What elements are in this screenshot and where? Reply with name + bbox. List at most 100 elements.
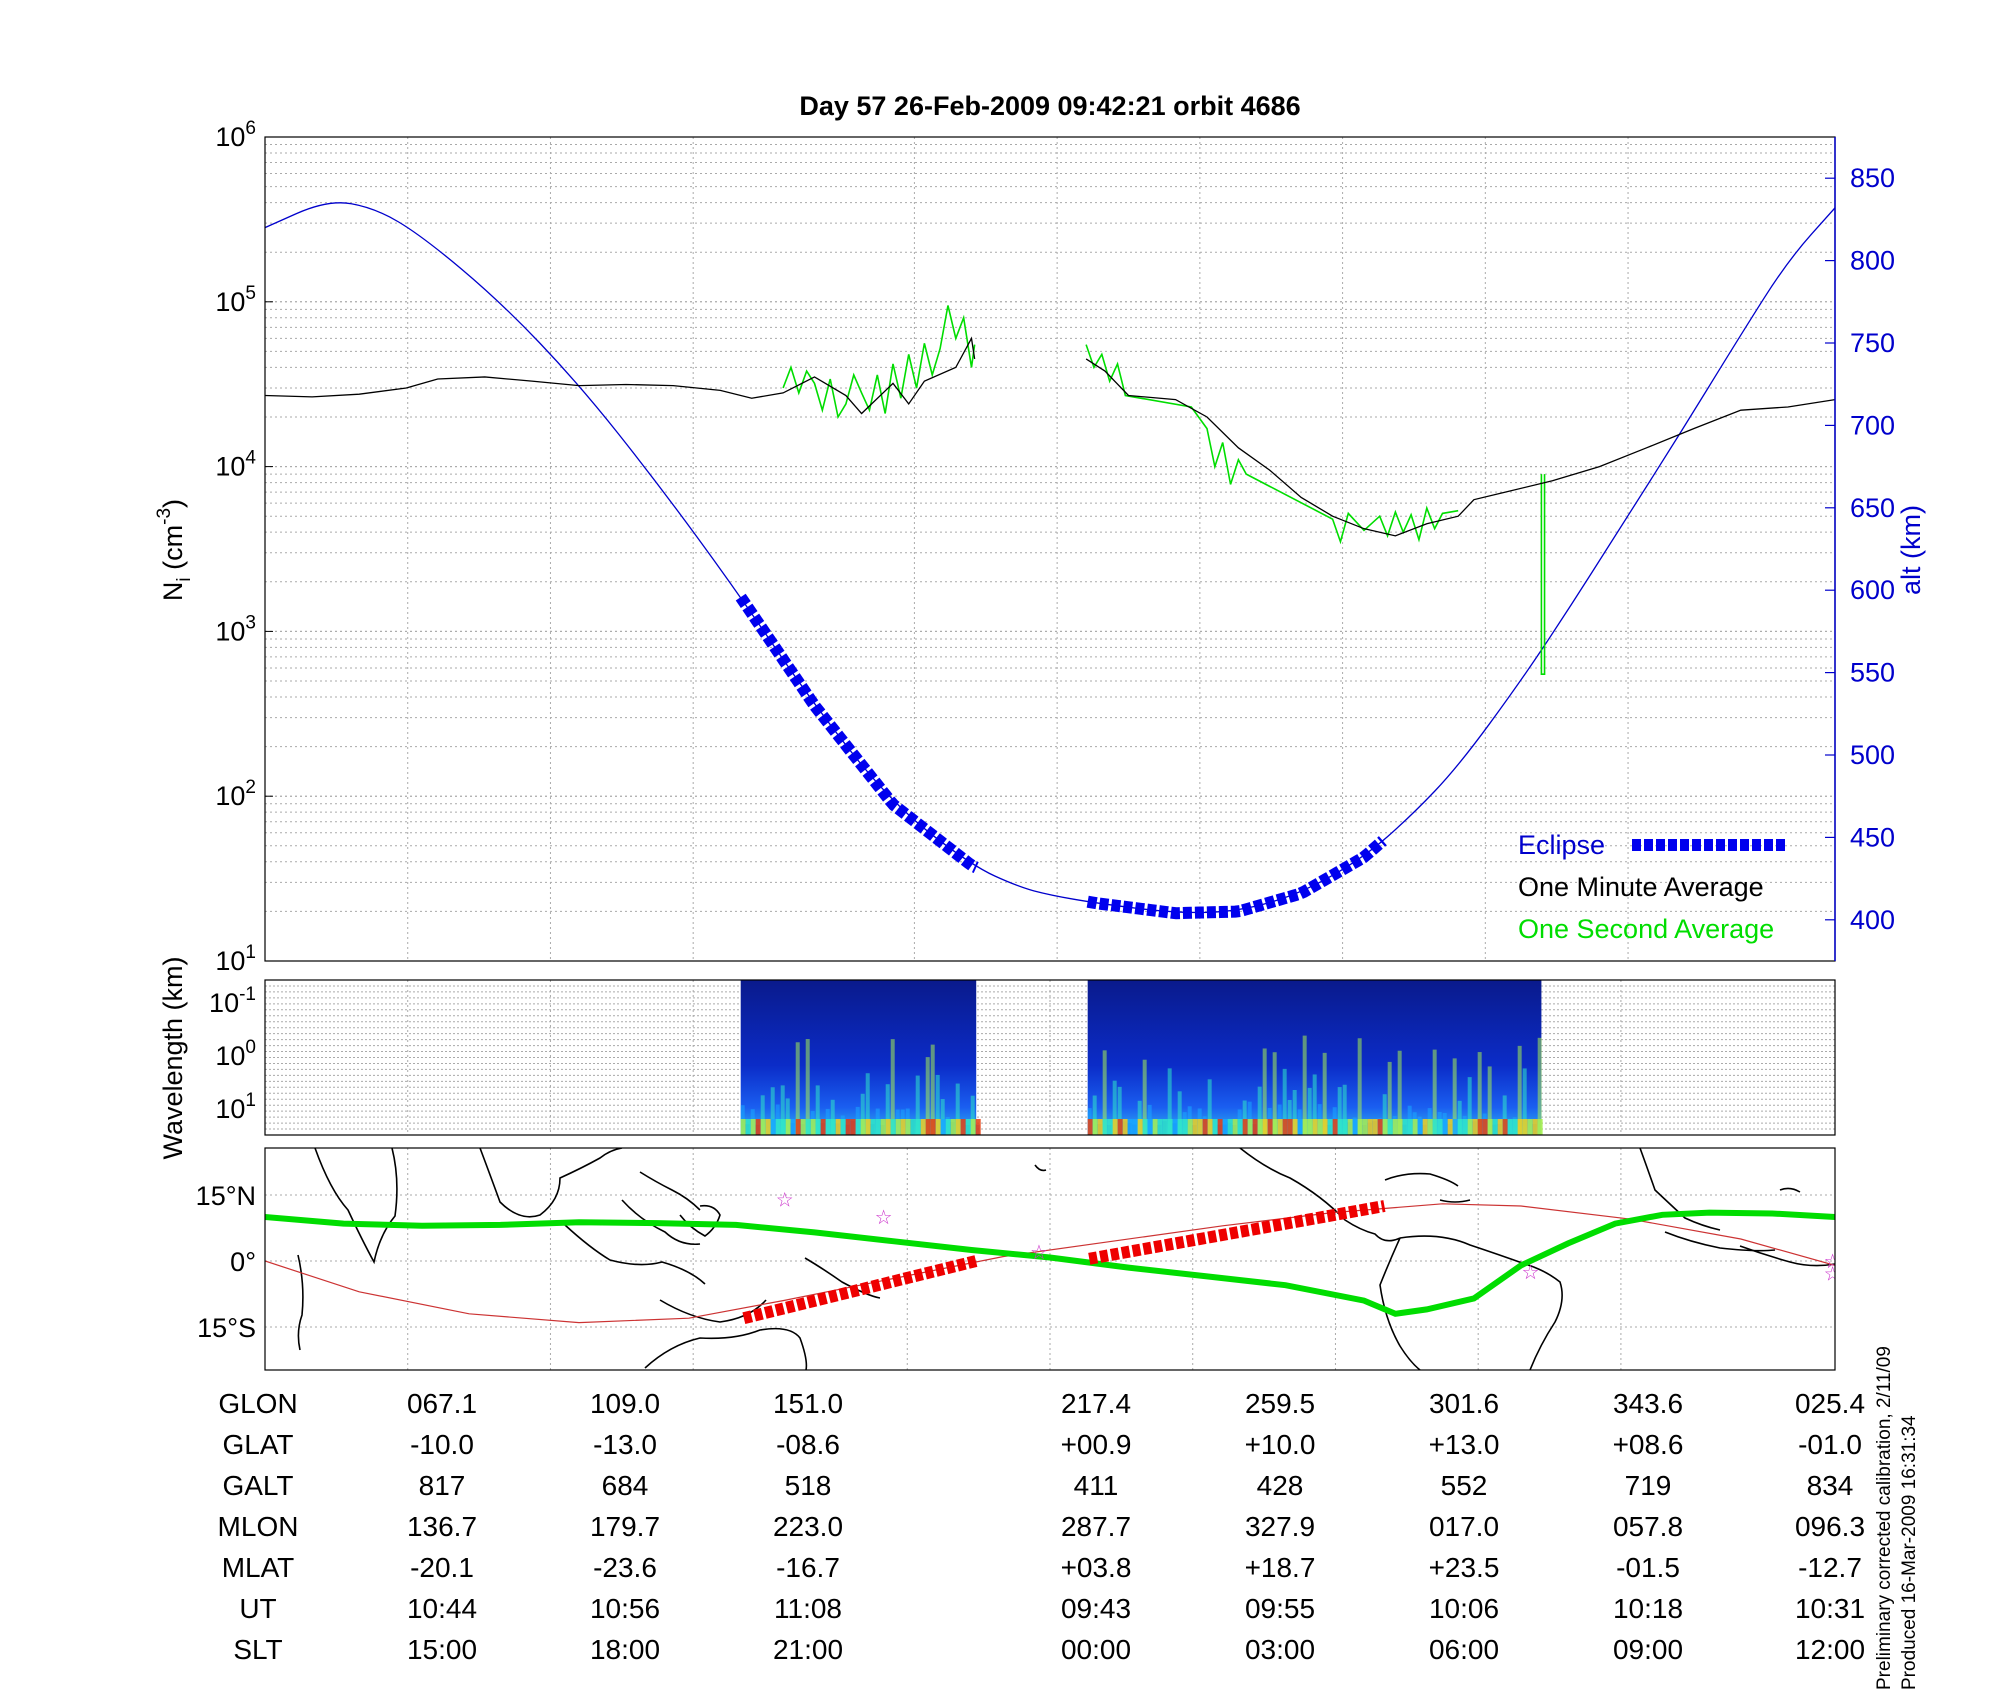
altitude-tick-label: 500	[1850, 740, 1895, 770]
spectrogram-column	[1112, 1080, 1117, 1135]
table-cell: 03:00	[1245, 1634, 1315, 1665]
table-cell: 18:00	[590, 1634, 660, 1665]
spectrogram-data	[740, 980, 1543, 1135]
spectrogram-base-cell	[1142, 1119, 1148, 1135]
spectrogram-base-cell	[1447, 1119, 1453, 1135]
spectrogram-base-cell	[1147, 1119, 1153, 1135]
spectrogram-base-cell	[1372, 1119, 1378, 1135]
spectrogram-base-cell	[1237, 1119, 1243, 1135]
table-cell: 025.4	[1795, 1388, 1865, 1419]
table-cell: 179.7	[590, 1511, 660, 1542]
table-cell: -01.5	[1616, 1552, 1680, 1583]
table-cell: 10:18	[1613, 1593, 1683, 1624]
spectrogram-base-cell	[965, 1119, 971, 1135]
spectrogram-column	[815, 1085, 820, 1135]
table-row-label: GLON	[218, 1388, 297, 1419]
star-marker: ☆	[776, 1189, 794, 1211]
spectrogram-base-cell	[1257, 1119, 1263, 1135]
spectrogram-base-cell	[1297, 1119, 1303, 1135]
wavelength-tick-label: 100	[215, 1037, 256, 1071]
spectrogram-base-cell	[1362, 1119, 1368, 1135]
legend-one-minute-label: One Minute Average	[1518, 872, 1764, 902]
spectrogram-column	[955, 1083, 960, 1135]
spectrogram-column	[885, 1084, 890, 1135]
table-row-label: MLAT	[222, 1552, 295, 1583]
tick-base: 10	[215, 946, 245, 976]
spectrogram-base-cell	[810, 1119, 816, 1135]
spectrogram-base-cell	[925, 1119, 931, 1135]
table-cell: -01.0	[1798, 1429, 1862, 1460]
spectrogram-base-cell	[1352, 1119, 1358, 1135]
table-cell: 067.1	[407, 1388, 477, 1419]
spectrogram-base-cell	[775, 1119, 781, 1135]
spectrogram-base-cell	[1267, 1119, 1273, 1135]
spectrogram-base-cell	[745, 1119, 751, 1135]
eclipse-track	[1088, 1200, 1386, 1265]
spectrogram-base-cell	[1217, 1119, 1223, 1135]
spectrogram-column	[860, 1093, 865, 1135]
table-cell: 10:31	[1795, 1593, 1865, 1624]
spectrogram-base-cell	[1227, 1119, 1233, 1135]
spectrogram-column	[805, 1039, 810, 1135]
table-cell: -08.6	[776, 1429, 840, 1460]
table-cell: 12:00	[1795, 1634, 1865, 1665]
spectrogram-base-cell	[855, 1119, 861, 1135]
spectrogram-column	[770, 1087, 775, 1135]
spectrogram-base-cell	[1537, 1119, 1543, 1135]
tick-base: 10	[215, 1041, 245, 1071]
spectrogram-base-cell	[1212, 1119, 1218, 1135]
table-cell: 06:00	[1429, 1634, 1499, 1665]
spectrogram-base-cell	[1177, 1119, 1183, 1135]
spectrogram-base-cell	[940, 1119, 946, 1135]
table-cell: 15:00	[407, 1634, 477, 1665]
altitude-tick-label: 800	[1850, 246, 1895, 276]
spectrogram-base-cell	[1247, 1119, 1253, 1135]
density-panel-ticks: 1011021031041051064004505005506006507007…	[215, 118, 1895, 976]
table-cell: 017.0	[1429, 1511, 1499, 1542]
spectrogram-base-cell	[1287, 1119, 1293, 1135]
spectrogram-column	[780, 1085, 785, 1135]
table-cell: -16.7	[776, 1552, 840, 1583]
spectrogram-base-cell	[970, 1119, 976, 1135]
tick-base: 10	[215, 781, 245, 811]
spectrogram-base-cell	[1347, 1119, 1353, 1135]
footnote-calibration: Preliminary corrected calibration, 2/11/…	[1874, 1346, 1895, 1690]
spectrogram-base-cell	[1112, 1119, 1118, 1135]
one-minute-series	[1085, 358, 1835, 537]
spectrogram-column	[1467, 1077, 1472, 1135]
spectrogram-column	[1167, 1068, 1172, 1135]
table-cell: +10.0	[1245, 1429, 1316, 1460]
table-cell: +13.0	[1429, 1429, 1500, 1460]
spectrogram-base-cell	[1342, 1119, 1348, 1135]
spectrogram-base-cell	[1182, 1119, 1188, 1135]
spectrogram-base-cell	[1092, 1119, 1098, 1135]
spectrogram-base-cell	[1242, 1119, 1248, 1135]
wavelength-tick-label: 101	[215, 1090, 256, 1124]
spectrogram-column	[1537, 1037, 1542, 1135]
table-cell: 096.3	[1795, 1511, 1865, 1542]
spectrogram-base-cell	[805, 1119, 811, 1135]
map-coastlines	[297, 1148, 1835, 1370]
density-axis-label-sub: i	[174, 577, 195, 581]
table-cell: 10:06	[1429, 1593, 1499, 1624]
spectrogram-base-cell	[1517, 1119, 1523, 1135]
table-cell: -12.7	[1798, 1552, 1862, 1583]
spectrogram-base-cell	[1357, 1119, 1363, 1135]
spectrogram-base-cell	[1457, 1119, 1463, 1135]
spectrogram-base-cell	[875, 1119, 881, 1135]
spectrogram-column	[930, 1044, 935, 1135]
spectrogram-base-cell	[1482, 1119, 1488, 1135]
spectrogram-column	[1302, 1035, 1307, 1135]
spectrogram-base-cell	[1412, 1119, 1418, 1135]
spectrogram-base-cell	[1492, 1119, 1498, 1135]
table-cell: 21:00	[773, 1634, 843, 1665]
spectrogram-base-cell	[885, 1119, 891, 1135]
altitude-axis-label: alt (km)	[1896, 505, 1926, 595]
chart-title: Day 57 26-Feb-2009 09:42:21 orbit 4686	[799, 91, 1300, 121]
table-row-label: GLAT	[222, 1429, 293, 1460]
table-cell: 151.0	[773, 1388, 843, 1419]
density-axis-label-main: N	[158, 582, 188, 602]
spectrogram-base-cell	[1322, 1119, 1328, 1135]
table-cell: 11:08	[774, 1593, 842, 1624]
